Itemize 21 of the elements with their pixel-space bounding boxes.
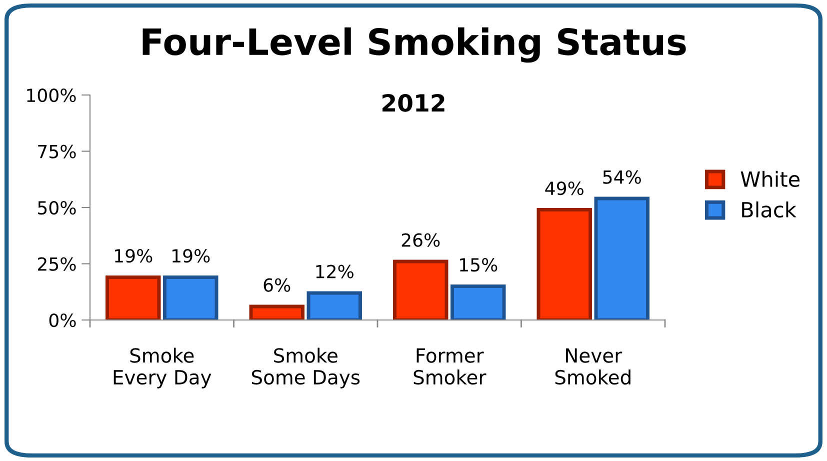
legend-label: Black — [742, 201, 796, 218]
data-label: 49% — [545, 181, 584, 196]
y-tick-label: 100% — [27, 88, 76, 102]
chart-title: Four-Level Smoking Status — [142, 27, 686, 63]
x-tick-label: Smoke Every Day — [114, 348, 212, 388]
x-tick-label: Former Smoker — [414, 348, 486, 385]
chart-subtitle: 2012 — [382, 94, 444, 112]
y-tick-label: 50% — [38, 200, 76, 215]
data-label: 12% — [316, 264, 354, 278]
y-tick-label: 75% — [38, 144, 76, 158]
y-tick-label: 0% — [49, 313, 76, 328]
y-tick-label: 25% — [38, 257, 76, 271]
data-label: 15% — [460, 258, 498, 272]
data-label: 19% — [172, 248, 210, 263]
data-label: 26% — [402, 233, 440, 247]
data-label: 54% — [603, 170, 641, 184]
legend-label: White — [740, 170, 800, 188]
x-tick-label: Smoke Some Days — [252, 348, 360, 388]
x-tick-label: Never Smoked — [555, 348, 630, 385]
data-label: 6% — [264, 278, 290, 292]
data-label: 19% — [115, 248, 152, 263]
